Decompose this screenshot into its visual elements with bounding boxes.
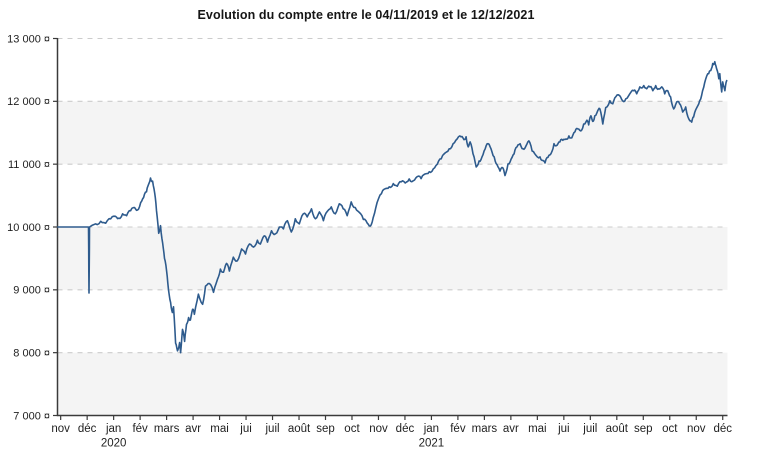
month-label: mai <box>528 423 547 435</box>
month-label: nov <box>369 423 388 435</box>
month-label: mai <box>210 423 229 435</box>
plot-band <box>57 227 728 290</box>
month-label: jan <box>423 423 439 435</box>
month-label: déc <box>713 423 732 435</box>
month-label: jui <box>239 423 252 435</box>
month-label: jui <box>557 423 570 435</box>
y-tick-label: 11 000 ¤ <box>8 159 50 171</box>
y-tick-label: 9 000 ¤ <box>13 285 50 297</box>
x-axis-labels: nov déc jan fév mars avr mai jui juil août sep oct n… <box>51 415 732 450</box>
plot-band <box>57 101 728 165</box>
month-label: août <box>606 423 629 435</box>
y-tick-label: 7 000 ¤ <box>13 410 50 422</box>
chart-title: Evolution du compte entre le 04/11/2019 … <box>197 8 535 22</box>
year-label: 2021 <box>419 438 445 450</box>
month-label: oct <box>344 423 360 435</box>
month-label: fév <box>450 423 466 435</box>
month-label: mars <box>472 423 498 435</box>
y-tick-label: 13 000 ¤ <box>7 33 50 45</box>
year-label: 2020 <box>101 438 127 450</box>
month-label: déc <box>78 423 97 435</box>
month-label: jan <box>105 423 121 435</box>
month-label: nov <box>687 423 706 435</box>
month-label: sep <box>316 423 335 435</box>
month-label: fév <box>132 423 148 435</box>
month-label: avr <box>185 423 201 435</box>
account-value-line <box>56 60 728 354</box>
y-tick-label: 10 000 ¤ <box>7 222 50 234</box>
y-tick-label: 8 000 ¤ <box>13 347 50 359</box>
month-label: août <box>288 423 311 435</box>
month-label: nov <box>51 423 70 435</box>
plot-bands <box>57 101 728 416</box>
y-tick-label: 12 000 ¤ <box>7 96 50 108</box>
y-axis-labels: 7 000 ¤ 8 000 ¤ 9 000 ¤ 10 000 ¤ 11 000 ¤ 12 … <box>7 33 58 422</box>
month-label: mars <box>154 423 180 435</box>
gridlines <box>57 37 728 354</box>
month-label: oct <box>662 423 678 435</box>
month-label: déc <box>396 423 415 435</box>
plot-band <box>57 352 728 416</box>
month-label: sep <box>634 423 653 435</box>
month-label: juil <box>265 423 280 435</box>
month-label: juil <box>582 423 597 435</box>
month-label: avr <box>503 423 519 435</box>
